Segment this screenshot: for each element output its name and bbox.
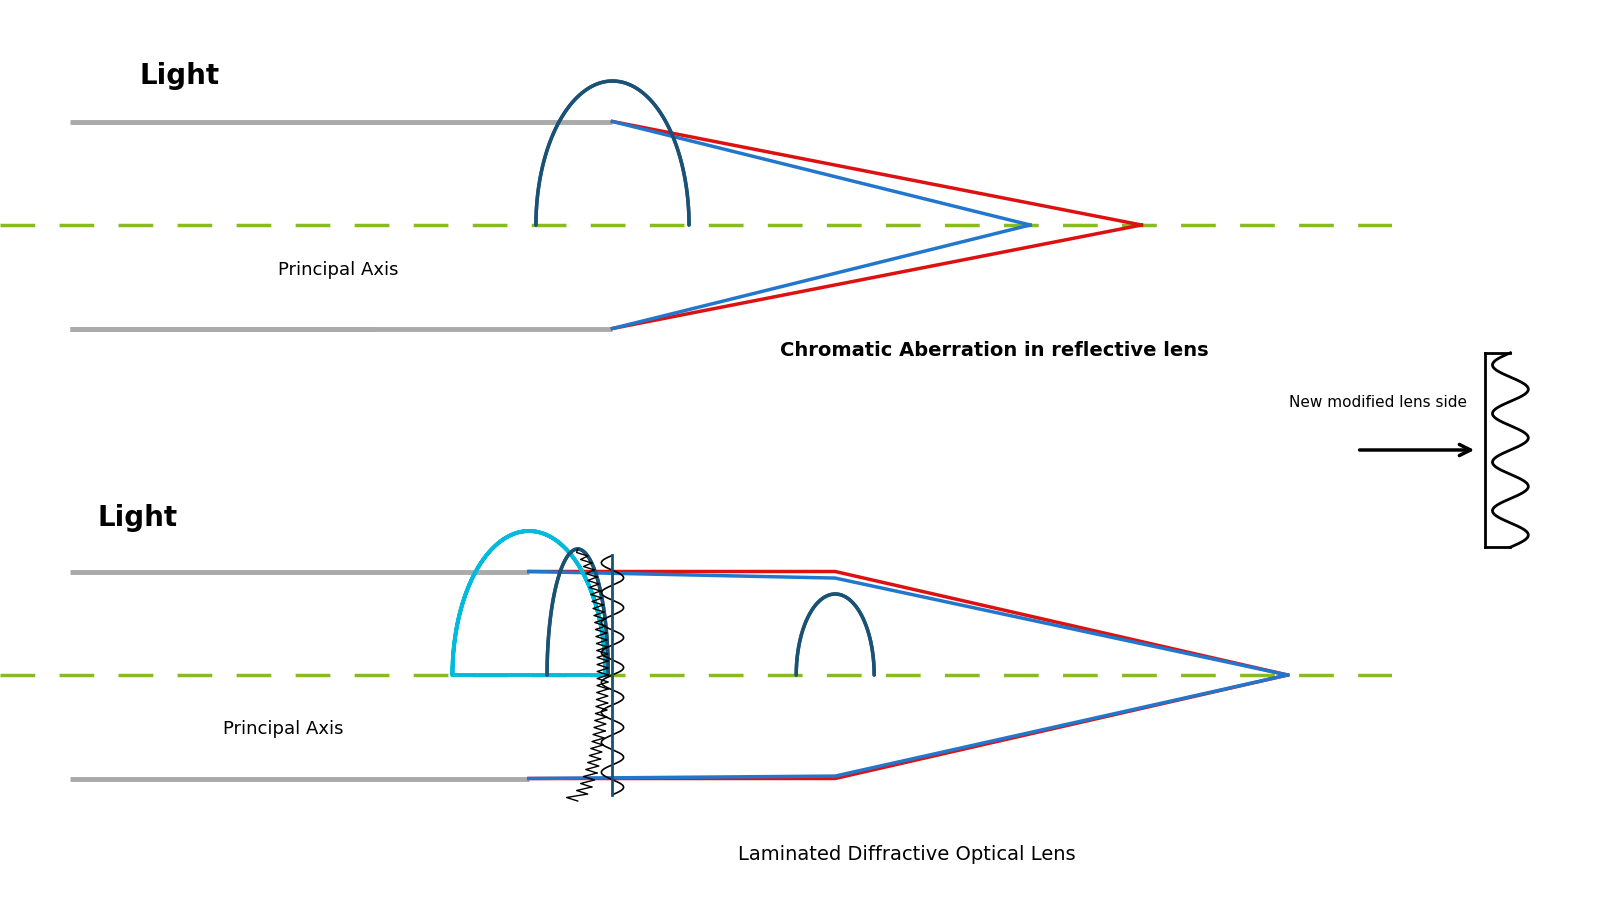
- Text: Light: Light: [139, 62, 219, 91]
- Text: Laminated Diffractive Optical Lens: Laminated Diffractive Optical Lens: [738, 845, 1075, 865]
- Text: New modified lens side: New modified lens side: [1290, 395, 1467, 410]
- Text: Chromatic Aberration in reflective lens: Chromatic Aberration in reflective lens: [779, 341, 1208, 361]
- Text: Principal Axis: Principal Axis: [278, 261, 398, 279]
- Text: Principal Axis: Principal Axis: [222, 720, 344, 738]
- Text: Light: Light: [98, 503, 178, 532]
